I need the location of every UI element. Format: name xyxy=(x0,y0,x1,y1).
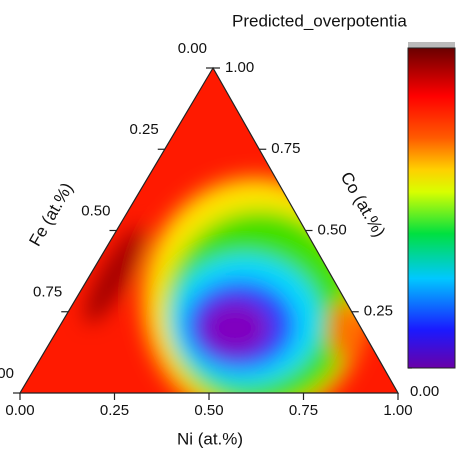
tick-label: 0.50 xyxy=(318,221,347,238)
tick-label: 0.50 xyxy=(81,202,110,219)
colorbar-cap xyxy=(408,42,455,48)
tick-label: 0.25 xyxy=(130,121,159,138)
tick-label: 0.75 xyxy=(271,140,300,157)
tick-label: 0.00 xyxy=(178,40,207,57)
axis-title: Ni (at.%) xyxy=(177,429,243,448)
heatmap xyxy=(20,68,398,393)
chart-title: Predicted_overpotentia xyxy=(232,11,407,30)
tick-label: 1.00 xyxy=(0,365,14,382)
tick-label: 1.00 xyxy=(383,402,412,419)
colorbar-tick-label: 0.00 xyxy=(410,383,439,400)
tick-label: 0.00 xyxy=(5,402,34,419)
tick-label: 0.75 xyxy=(289,402,318,419)
axis-title: Fe (at.%) xyxy=(25,179,76,249)
tick-label: 0.25 xyxy=(364,303,393,320)
tick-label: 0.75 xyxy=(33,284,62,301)
colorbar xyxy=(407,47,456,369)
tick-label: 0.50 xyxy=(194,402,223,419)
tick-label: 1.00 xyxy=(225,59,254,76)
tick-label: 0.25 xyxy=(100,402,129,419)
